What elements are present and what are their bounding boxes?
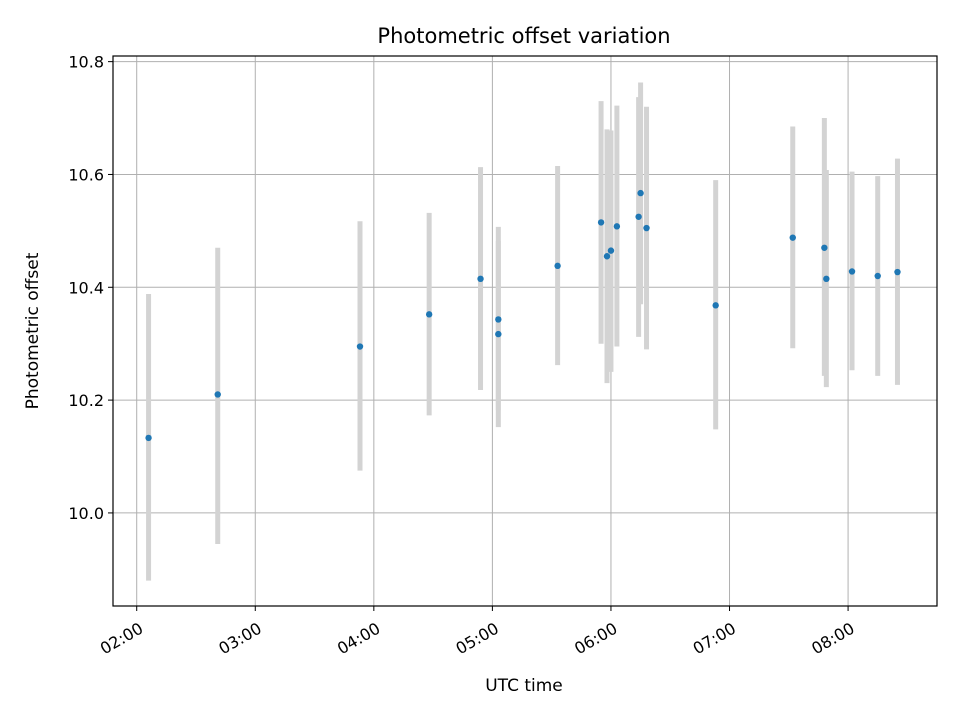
x-tick-label: 05:00 — [453, 619, 502, 659]
data-point — [597, 219, 605, 226]
data-point — [635, 213, 642, 220]
chart-title: Photometric offset variation — [377, 24, 670, 48]
x-axis-label: UTC time — [485, 676, 563, 696]
data-point — [495, 330, 502, 338]
data-point — [821, 244, 828, 251]
x-tick-label: 06:00 — [571, 619, 620, 659]
y-axis-label: Photometric offset — [23, 252, 43, 409]
x-tick-label: 04:00 — [334, 619, 383, 659]
y-tick-label: 10.6 — [68, 165, 104, 184]
data-point — [789, 234, 796, 241]
x-tick-label: 08:00 — [808, 619, 857, 659]
data-point — [477, 275, 484, 283]
data-point — [425, 311, 433, 318]
data-point — [848, 268, 856, 275]
data-point — [607, 247, 615, 254]
data-point — [643, 224, 650, 232]
y-axis-ticks: 10.0 10.2 10.4 10.6 10.8 — [68, 53, 113, 523]
data-point — [554, 262, 561, 270]
data-point — [214, 391, 221, 398]
y-tick-label: 10.4 — [68, 278, 104, 297]
data-point — [823, 275, 830, 283]
plot-frame — [112, 55, 938, 607]
data-point — [894, 268, 901, 276]
x-tick-label: 02:00 — [97, 619, 146, 659]
data-point — [613, 223, 621, 230]
data-point — [874, 272, 881, 280]
data-point — [712, 302, 719, 309]
data-point — [356, 343, 364, 350]
y-tick-label: 10.0 — [68, 504, 104, 523]
data-point — [145, 434, 152, 442]
x-tick-label: 07:00 — [690, 619, 739, 659]
x-axis-ticks: 02:00 03:00 04:00 05:00 06:00 07:00 08:00 — [97, 606, 858, 658]
data-point — [495, 316, 502, 323]
y-tick-label: 10.2 — [68, 391, 104, 410]
y-tick-label: 10.8 — [68, 53, 104, 72]
data-points — [145, 189, 901, 442]
data-point — [637, 189, 644, 197]
data-point — [603, 253, 611, 260]
grid — [113, 56, 937, 606]
error-bars — [146, 82, 900, 581]
x-tick-label: 03:00 — [215, 619, 264, 659]
